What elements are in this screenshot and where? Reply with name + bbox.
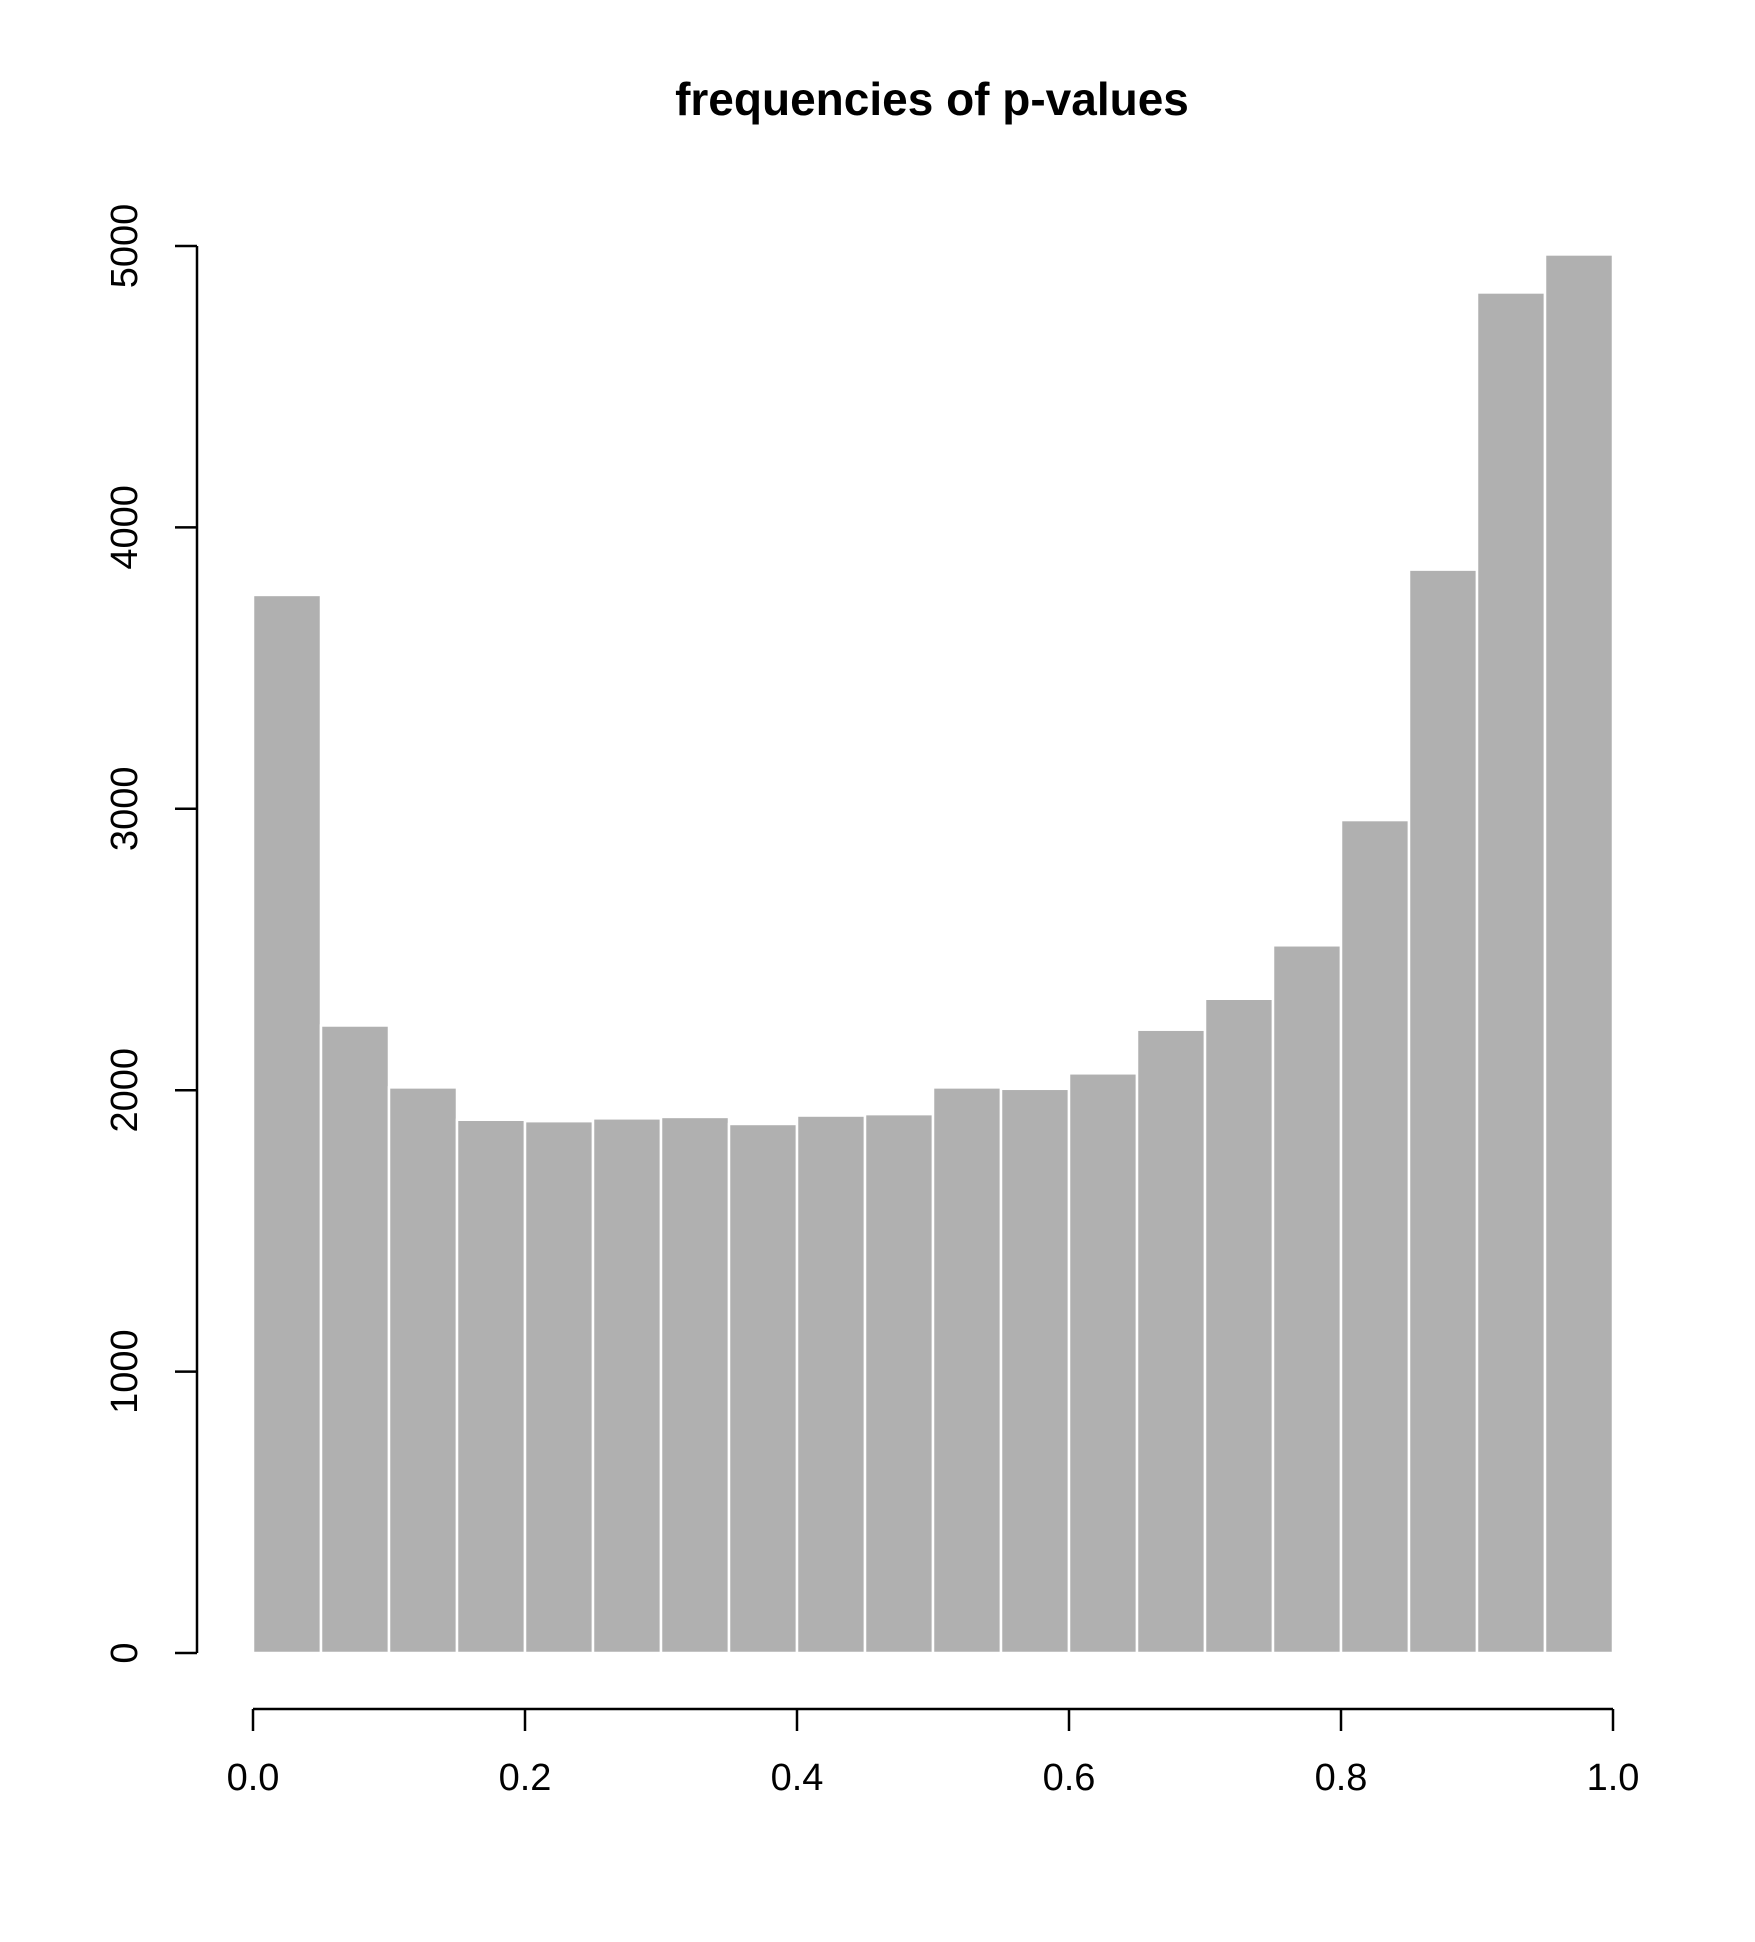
histogram-bar <box>523 1119 595 1655</box>
histogram-bar <box>1203 997 1275 1655</box>
chart-title: frequencies of p-values <box>675 73 1189 125</box>
y-tick-label: 3000 <box>104 767 146 852</box>
x-tick-label: 0.2 <box>499 1757 552 1799</box>
y-tick-label: 2000 <box>104 1048 146 1133</box>
histogram-bar <box>659 1115 731 1655</box>
histogram-bar <box>999 1087 1071 1655</box>
y-tick-label: 0 <box>104 1642 146 1663</box>
histogram-bar <box>1135 1028 1207 1655</box>
x-tick-label: 0.4 <box>771 1757 824 1799</box>
x-axis: 0.0 0.2 0.4 0.6 0.8 1.0 <box>227 1707 1640 1799</box>
y-tick-label: 5000 <box>104 204 146 289</box>
histogram-bar <box>319 1024 391 1655</box>
x-tick-label: 0.0 <box>227 1757 280 1799</box>
histogram-bar <box>931 1086 1003 1655</box>
y-tick-label: 1000 <box>104 1329 146 1414</box>
histogram-bars <box>251 253 1615 1655</box>
x-tick-label: 0.6 <box>1043 1757 1096 1799</box>
histogram-bar <box>1271 944 1343 1655</box>
histogram-bar <box>727 1122 799 1655</box>
histogram-bar <box>1475 291 1547 1655</box>
histogram-bar <box>1067 1072 1139 1655</box>
histogram-bar <box>455 1118 527 1655</box>
x-tick-label: 0.8 <box>1315 1757 1368 1799</box>
y-tick-label: 4000 <box>104 485 146 570</box>
x-tick-label: 1.0 <box>1587 1757 1640 1799</box>
histogram-bar <box>1407 568 1479 1655</box>
histogram-bar <box>591 1117 663 1655</box>
histogram-bar <box>387 1086 459 1655</box>
y-axis: 0 1000 2000 3000 4000 5000 <box>104 204 199 1664</box>
histogram-bar <box>251 593 323 1655</box>
histogram-bar <box>1339 818 1411 1655</box>
histogram-bar <box>863 1112 935 1655</box>
histogram-bar <box>795 1114 867 1655</box>
histogram-bar <box>1543 253 1615 1655</box>
